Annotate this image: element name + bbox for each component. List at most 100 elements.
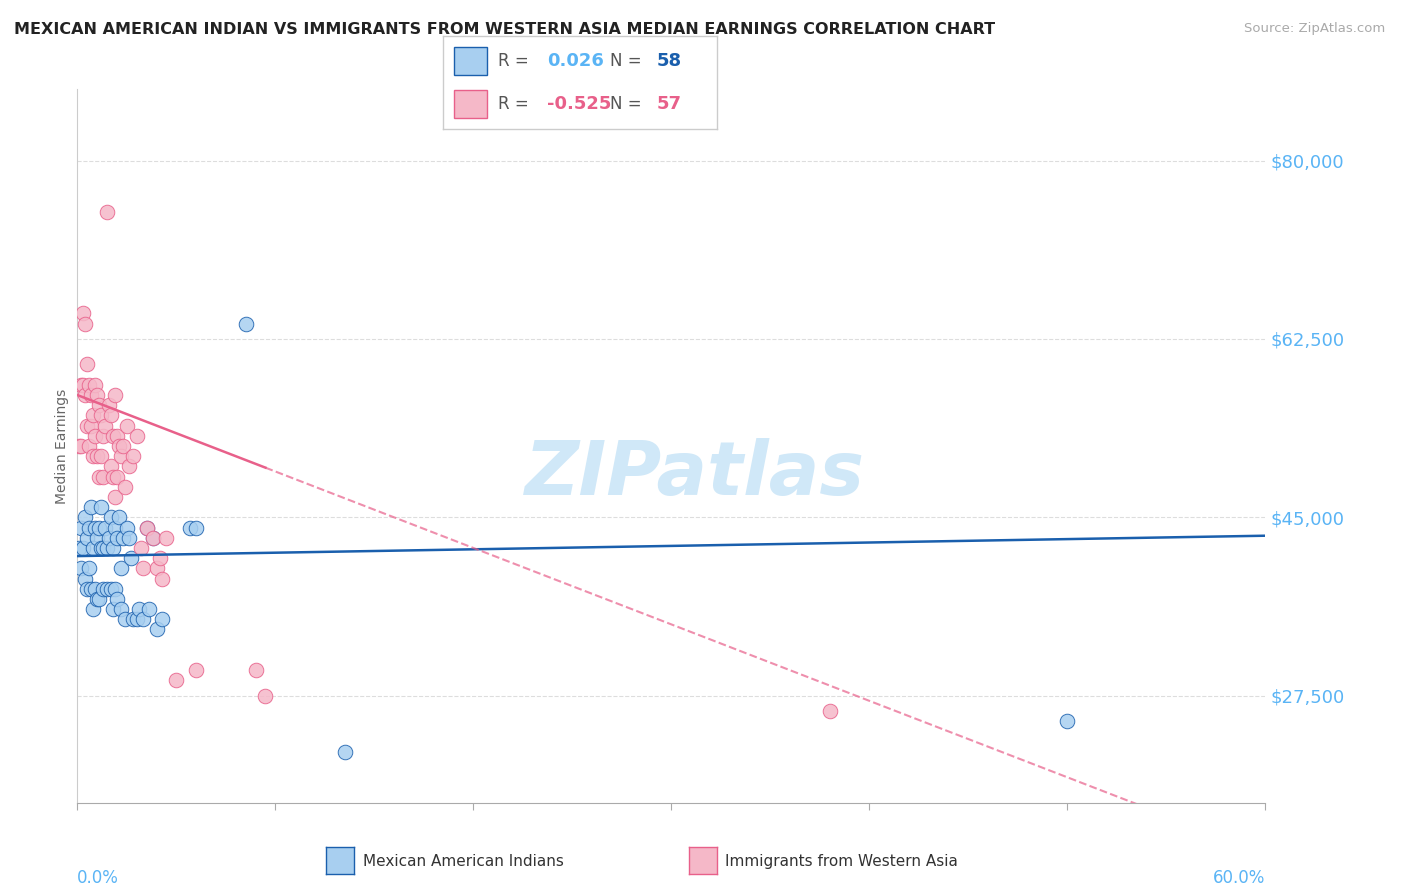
Point [67, 439, 90, 453]
Point [94, 418, 117, 433]
Point [120, 551, 142, 566]
Point [105, 469, 128, 483]
Point [149, 551, 172, 566]
Point [108, 510, 131, 524]
Point [110, 449, 132, 463]
Point [115, 418, 138, 433]
Point [114, 480, 136, 494]
Point [87, 591, 110, 606]
Point [333, 745, 356, 759]
Point [77, 439, 100, 453]
Point [96, 204, 118, 219]
Point [142, 531, 165, 545]
Point [1056, 714, 1078, 729]
Point [75, 572, 97, 586]
Point [152, 572, 174, 586]
Point [82, 409, 104, 423]
Point [121, 612, 143, 626]
Point [125, 612, 148, 626]
Point [129, 541, 152, 555]
Point [80, 388, 103, 402]
Point [90, 449, 112, 463]
Y-axis label: Median Earnings: Median Earnings [55, 388, 69, 504]
Point [87, 520, 110, 534]
Text: R =: R = [498, 52, 529, 70]
Point [135, 520, 157, 534]
Point [90, 541, 112, 555]
Point [111, 531, 134, 545]
Text: Immigrants from Western Asia: Immigrants from Western Asia [725, 855, 959, 869]
Point [114, 612, 136, 626]
Point [86, 388, 108, 402]
Point [110, 561, 132, 575]
Point [235, 317, 257, 331]
Point [152, 612, 174, 626]
Point [98, 398, 121, 412]
Point [131, 612, 153, 626]
Point [245, 663, 267, 677]
Point [90, 409, 112, 423]
Point [86, 531, 108, 545]
Point [75, 388, 97, 402]
Text: MEXICAN AMERICAN INDIAN VS IMMIGRANTS FROM WESTERN ASIA MEDIAN EARNINGS CORRELAT: MEXICAN AMERICAN INDIAN VS IMMIGRANTS FR… [14, 22, 995, 37]
Text: R =: R = [498, 95, 529, 113]
Point [84, 520, 107, 534]
Text: 60.0%: 60.0% [1213, 869, 1265, 887]
Text: ZIPatlas: ZIPatlas [524, 438, 865, 511]
Point [104, 490, 127, 504]
Point [80, 582, 103, 596]
Point [100, 409, 122, 423]
Point [111, 439, 134, 453]
Point [98, 531, 121, 545]
Point [118, 531, 141, 545]
Bar [454, 47, 486, 75]
Point [70, 561, 93, 575]
Point [128, 602, 150, 616]
Point [818, 704, 841, 718]
Text: Mexican American Indians: Mexican American Indians [363, 855, 564, 869]
Point [86, 449, 108, 463]
Point [84, 429, 107, 443]
Point [96, 582, 118, 596]
Point [76, 582, 98, 596]
Point [72, 306, 94, 320]
Point [165, 673, 187, 688]
Point [86, 591, 108, 606]
Point [138, 602, 160, 616]
Point [108, 439, 131, 453]
Text: 0.026: 0.026 [547, 52, 605, 70]
Point [104, 388, 127, 402]
Point [87, 469, 110, 483]
Point [96, 541, 118, 555]
Point [254, 689, 277, 703]
Point [179, 520, 201, 534]
Point [100, 510, 122, 524]
Point [121, 449, 143, 463]
Bar [454, 90, 486, 118]
Point [145, 561, 167, 575]
Point [135, 520, 157, 534]
Point [110, 602, 132, 616]
Point [118, 459, 141, 474]
Point [125, 429, 148, 443]
Point [101, 469, 124, 483]
Point [145, 623, 167, 637]
Point [75, 510, 97, 524]
Point [76, 358, 98, 372]
Text: N =: N = [610, 95, 641, 113]
Point [100, 459, 122, 474]
Point [82, 449, 104, 463]
Point [72, 541, 94, 555]
Text: 58: 58 [657, 52, 682, 70]
Point [80, 418, 103, 433]
Point [87, 398, 110, 412]
Point [77, 520, 100, 534]
Point [67, 541, 90, 555]
Point [186, 520, 208, 534]
Text: N =: N = [610, 52, 641, 70]
Point [70, 439, 93, 453]
Text: 0.0%: 0.0% [77, 869, 120, 887]
Point [105, 429, 128, 443]
Text: 57: 57 [657, 95, 682, 113]
Point [76, 418, 98, 433]
